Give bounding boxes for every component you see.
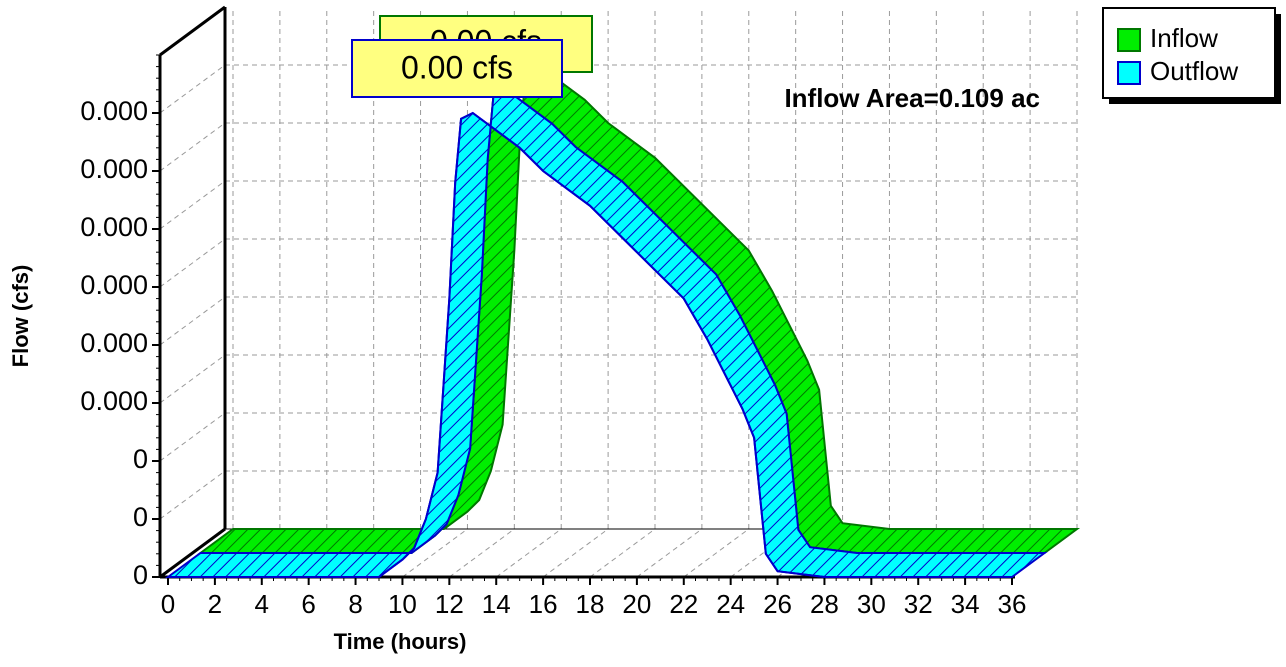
grid-line: [159, 64, 226, 114]
grid-line: [495, 528, 562, 578]
grid-line: [683, 528, 750, 578]
grid-line: [159, 470, 226, 520]
y-tick-label: 0.000: [80, 212, 148, 242]
series-line: [168, 111, 1012, 578]
y-tick-label: 0.000: [80, 154, 148, 184]
annotation: Inflow Area=0.109 ac: [784, 83, 1040, 113]
ribbon-fill: [197, 63, 1081, 554]
y-tick-label: 0.000: [80, 96, 148, 126]
grid-line: [159, 296, 226, 346]
legend-label: Inflow: [1150, 23, 1218, 53]
plot-data: [164, 63, 1081, 578]
legend-label: Outflow: [1150, 56, 1238, 86]
grid-line: [159, 180, 226, 230]
axis-line: [159, 5, 226, 57]
axis-line: [159, 527, 226, 579]
x-tick-label: 16: [529, 589, 558, 619]
grid-line: [159, 412, 226, 462]
x-tick-label: 26: [763, 589, 792, 619]
x-tick-label: 32: [904, 589, 933, 619]
x-tick-label: 0: [161, 589, 175, 619]
grid-line: [159, 354, 226, 404]
x-tick-label: 18: [576, 589, 605, 619]
y-tick-label: 0.000: [80, 328, 148, 358]
x-axis-title: Time (hours): [334, 629, 467, 654]
grid-line: [159, 122, 226, 172]
y-tick-label: 0: [133, 502, 148, 532]
grid-line: [542, 528, 609, 578]
y-axis-title: Flow (cfs): [8, 265, 33, 368]
y-tick-label: 0: [133, 444, 148, 474]
y-tick-label: 0.000: [80, 386, 148, 416]
x-tick-label: 36: [998, 589, 1027, 619]
peak-box: [351, 39, 563, 98]
x-tick-label: 24: [716, 589, 745, 619]
legend-swatch: [1117, 28, 1141, 52]
x-tick-label: 2: [208, 589, 222, 619]
x-tick-label: 14: [482, 589, 511, 619]
legend-swatch: [1117, 61, 1141, 85]
y-tick-label: 0.000: [80, 270, 148, 300]
x-tick-label: 34: [951, 589, 980, 619]
x-tick-label: 22: [669, 589, 698, 619]
grid-line: [159, 238, 226, 288]
x-tick-label: 8: [348, 589, 362, 619]
x-tick-label: 20: [622, 589, 651, 619]
grid-line: [589, 528, 656, 578]
grid-line: [449, 528, 515, 578]
grid-line: [636, 528, 703, 578]
peak-label: 0.00 cfs: [401, 49, 513, 85]
grid-line: [402, 528, 468, 578]
y-tick-label: 0: [133, 560, 148, 590]
x-tick-label: 30: [857, 589, 886, 619]
x-tick-label: 4: [255, 589, 269, 619]
x-tick-label: 12: [435, 589, 464, 619]
x-tick-label: 6: [301, 589, 315, 619]
peak-label-outflow: 0.00 cfs: [351, 39, 563, 98]
x-tick-label: 28: [810, 589, 839, 619]
x-tick-label: 10: [388, 589, 417, 619]
